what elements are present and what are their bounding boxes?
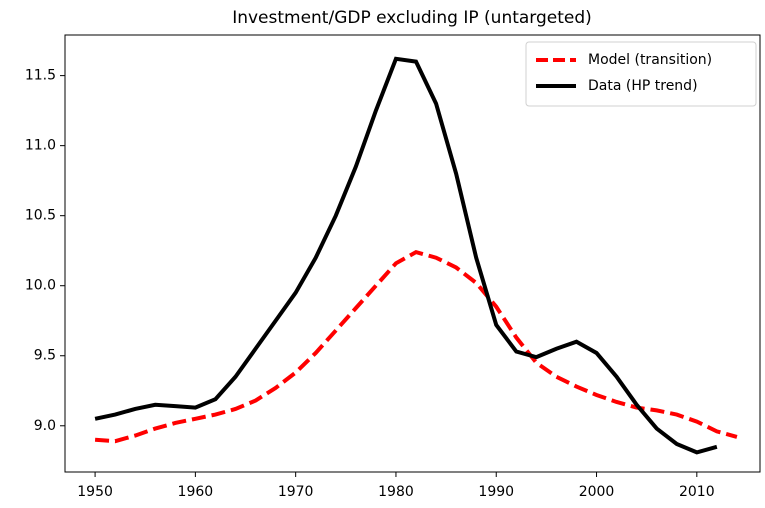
y-tick-label: 9.0 <box>34 418 56 434</box>
data-line <box>94 249 738 444</box>
x-tick-label: 1990 <box>478 484 514 500</box>
legend-label: Model (transition) <box>588 52 712 68</box>
x-tick-label: 1970 <box>278 484 314 500</box>
legend-label: Data (HP trend) <box>588 78 698 94</box>
chart-title: Investment/GDP excluding IP (untargeted) <box>232 8 592 28</box>
x-tick-label: 2000 <box>579 484 615 500</box>
data-line <box>94 56 718 455</box>
y-tick-label: 9.5 <box>34 348 56 364</box>
plot-frame <box>64 34 761 473</box>
x-tick-label: 2010 <box>679 484 715 500</box>
x-tick-label: 1950 <box>77 484 113 500</box>
y-tick-label: 10.0 <box>25 278 56 294</box>
legend-box <box>525 41 757 107</box>
y-tick-label: 11.5 <box>25 68 56 84</box>
x-tick-label: 1960 <box>178 484 214 500</box>
y-tick-label: 10.5 <box>25 208 56 224</box>
x-tick-label: 1980 <box>378 484 414 500</box>
y-tick-label: 11.0 <box>25 138 56 154</box>
